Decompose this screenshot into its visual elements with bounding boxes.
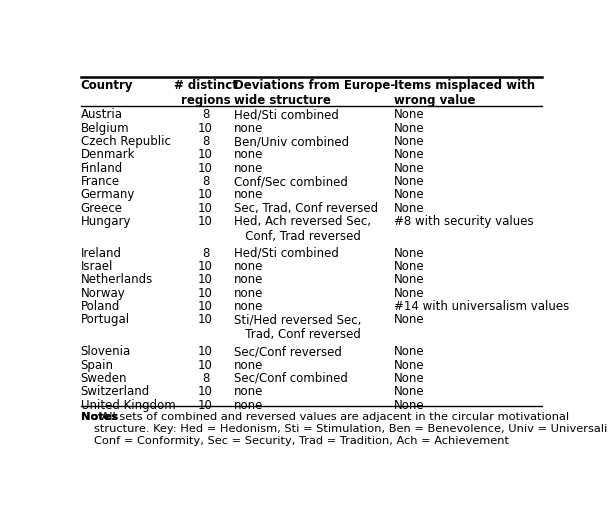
Text: None: None <box>394 345 424 358</box>
Text: None: None <box>394 148 424 161</box>
Text: #8 with security values: #8 with security values <box>394 215 534 228</box>
Text: Czech Republic: Czech Republic <box>81 135 171 148</box>
Text: None: None <box>394 287 424 300</box>
Text: 10: 10 <box>198 274 213 287</box>
Text: None: None <box>394 247 424 260</box>
Text: 8: 8 <box>202 175 209 188</box>
Text: 10: 10 <box>198 202 213 215</box>
Text: none: none <box>234 148 263 161</box>
Text: none: none <box>234 385 263 398</box>
Text: 10: 10 <box>198 300 213 313</box>
Text: None: None <box>394 372 424 385</box>
Text: Germany: Germany <box>81 188 135 201</box>
Text: None: None <box>394 274 424 287</box>
Text: none: none <box>234 300 263 313</box>
Text: none: none <box>234 188 263 201</box>
Text: None: None <box>394 358 424 372</box>
Text: Austria: Austria <box>81 108 123 122</box>
Text: Items misplaced with
wrong value: Items misplaced with wrong value <box>394 79 535 106</box>
Text: None: None <box>394 175 424 188</box>
Text: Hed, Ach reversed Sec,
   Conf, Trad reversed: Hed, Ach reversed Sec, Conf, Trad revers… <box>234 215 371 243</box>
Text: 10: 10 <box>198 215 213 228</box>
Text: None: None <box>394 188 424 201</box>
Text: Ben/Univ combined: Ben/Univ combined <box>234 135 349 148</box>
Text: 10: 10 <box>198 260 213 273</box>
Text: 8: 8 <box>202 247 209 260</box>
Text: Sec/Conf reversed: Sec/Conf reversed <box>234 345 342 358</box>
Text: Notes: All sets of combined and reversed values are adjacent in the circular mot: Notes: All sets of combined and reversed… <box>81 412 608 445</box>
Text: 8: 8 <box>202 135 209 148</box>
Text: Greece: Greece <box>81 202 123 215</box>
Text: Sweden: Sweden <box>81 372 127 385</box>
Text: None: None <box>394 260 424 273</box>
Text: None: None <box>394 385 424 398</box>
Text: 10: 10 <box>198 313 213 326</box>
Text: Sti/Hed reversed Sec,
   Trad, Conf reversed: Sti/Hed reversed Sec, Trad, Conf reverse… <box>234 313 361 342</box>
Text: none: none <box>234 162 263 174</box>
Text: none: none <box>234 274 263 287</box>
Text: Poland: Poland <box>81 300 120 313</box>
Text: none: none <box>234 358 263 372</box>
Text: Switzerland: Switzerland <box>81 385 150 398</box>
Text: 10: 10 <box>198 345 213 358</box>
Text: 8: 8 <box>202 372 209 385</box>
Text: 10: 10 <box>198 399 213 411</box>
Text: Slovenia: Slovenia <box>81 345 131 358</box>
Text: 10: 10 <box>198 162 213 174</box>
Text: None: None <box>394 313 424 326</box>
Text: 10: 10 <box>198 385 213 398</box>
Text: Hed/Sti combined: Hed/Sti combined <box>234 108 339 122</box>
Text: None: None <box>394 399 424 411</box>
Text: Denmark: Denmark <box>81 148 135 161</box>
Text: Hed/Sti combined: Hed/Sti combined <box>234 247 339 260</box>
Text: 10: 10 <box>198 358 213 372</box>
Text: 10: 10 <box>198 122 213 135</box>
Text: Country: Country <box>81 79 133 92</box>
Text: Sec, Trad, Conf reversed: Sec, Trad, Conf reversed <box>234 202 378 215</box>
Text: Deviations from Europe-
wide structure: Deviations from Europe- wide structure <box>234 79 395 106</box>
Text: 10: 10 <box>198 287 213 300</box>
Text: France: France <box>81 175 120 188</box>
Text: : All sets of combined and reversed values are adjacent in the circular motivati: : All sets of combined and reversed valu… <box>94 412 608 445</box>
Text: #14 with universalism values: #14 with universalism values <box>394 300 569 313</box>
Text: none: none <box>234 287 263 300</box>
Text: None: None <box>394 122 424 135</box>
Text: # distinct
regions: # distinct regions <box>174 79 238 106</box>
Text: Hungary: Hungary <box>81 215 131 228</box>
Text: Netherlands: Netherlands <box>81 274 153 287</box>
Text: 10: 10 <box>198 148 213 161</box>
Text: None: None <box>394 202 424 215</box>
Text: United Kingdom: United Kingdom <box>81 399 176 411</box>
Text: none: none <box>234 260 263 273</box>
Text: Norway: Norway <box>81 287 125 300</box>
Text: Notes: Notes <box>81 412 118 422</box>
Text: Finland: Finland <box>81 162 123 174</box>
Text: Notes: Notes <box>81 412 118 422</box>
Text: Sec/Conf combined: Sec/Conf combined <box>234 372 348 385</box>
Text: none: none <box>234 122 263 135</box>
Text: Ireland: Ireland <box>81 247 122 260</box>
Text: none: none <box>234 399 263 411</box>
Text: Spain: Spain <box>81 358 114 372</box>
Text: 8: 8 <box>202 108 209 122</box>
Text: 10: 10 <box>198 188 213 201</box>
Text: Israel: Israel <box>81 260 113 273</box>
Text: Portugal: Portugal <box>81 313 130 326</box>
Text: None: None <box>394 135 424 148</box>
Text: None: None <box>394 162 424 174</box>
Text: None: None <box>394 108 424 122</box>
Text: Belgium: Belgium <box>81 122 130 135</box>
Text: Conf/Sec combined: Conf/Sec combined <box>234 175 348 188</box>
